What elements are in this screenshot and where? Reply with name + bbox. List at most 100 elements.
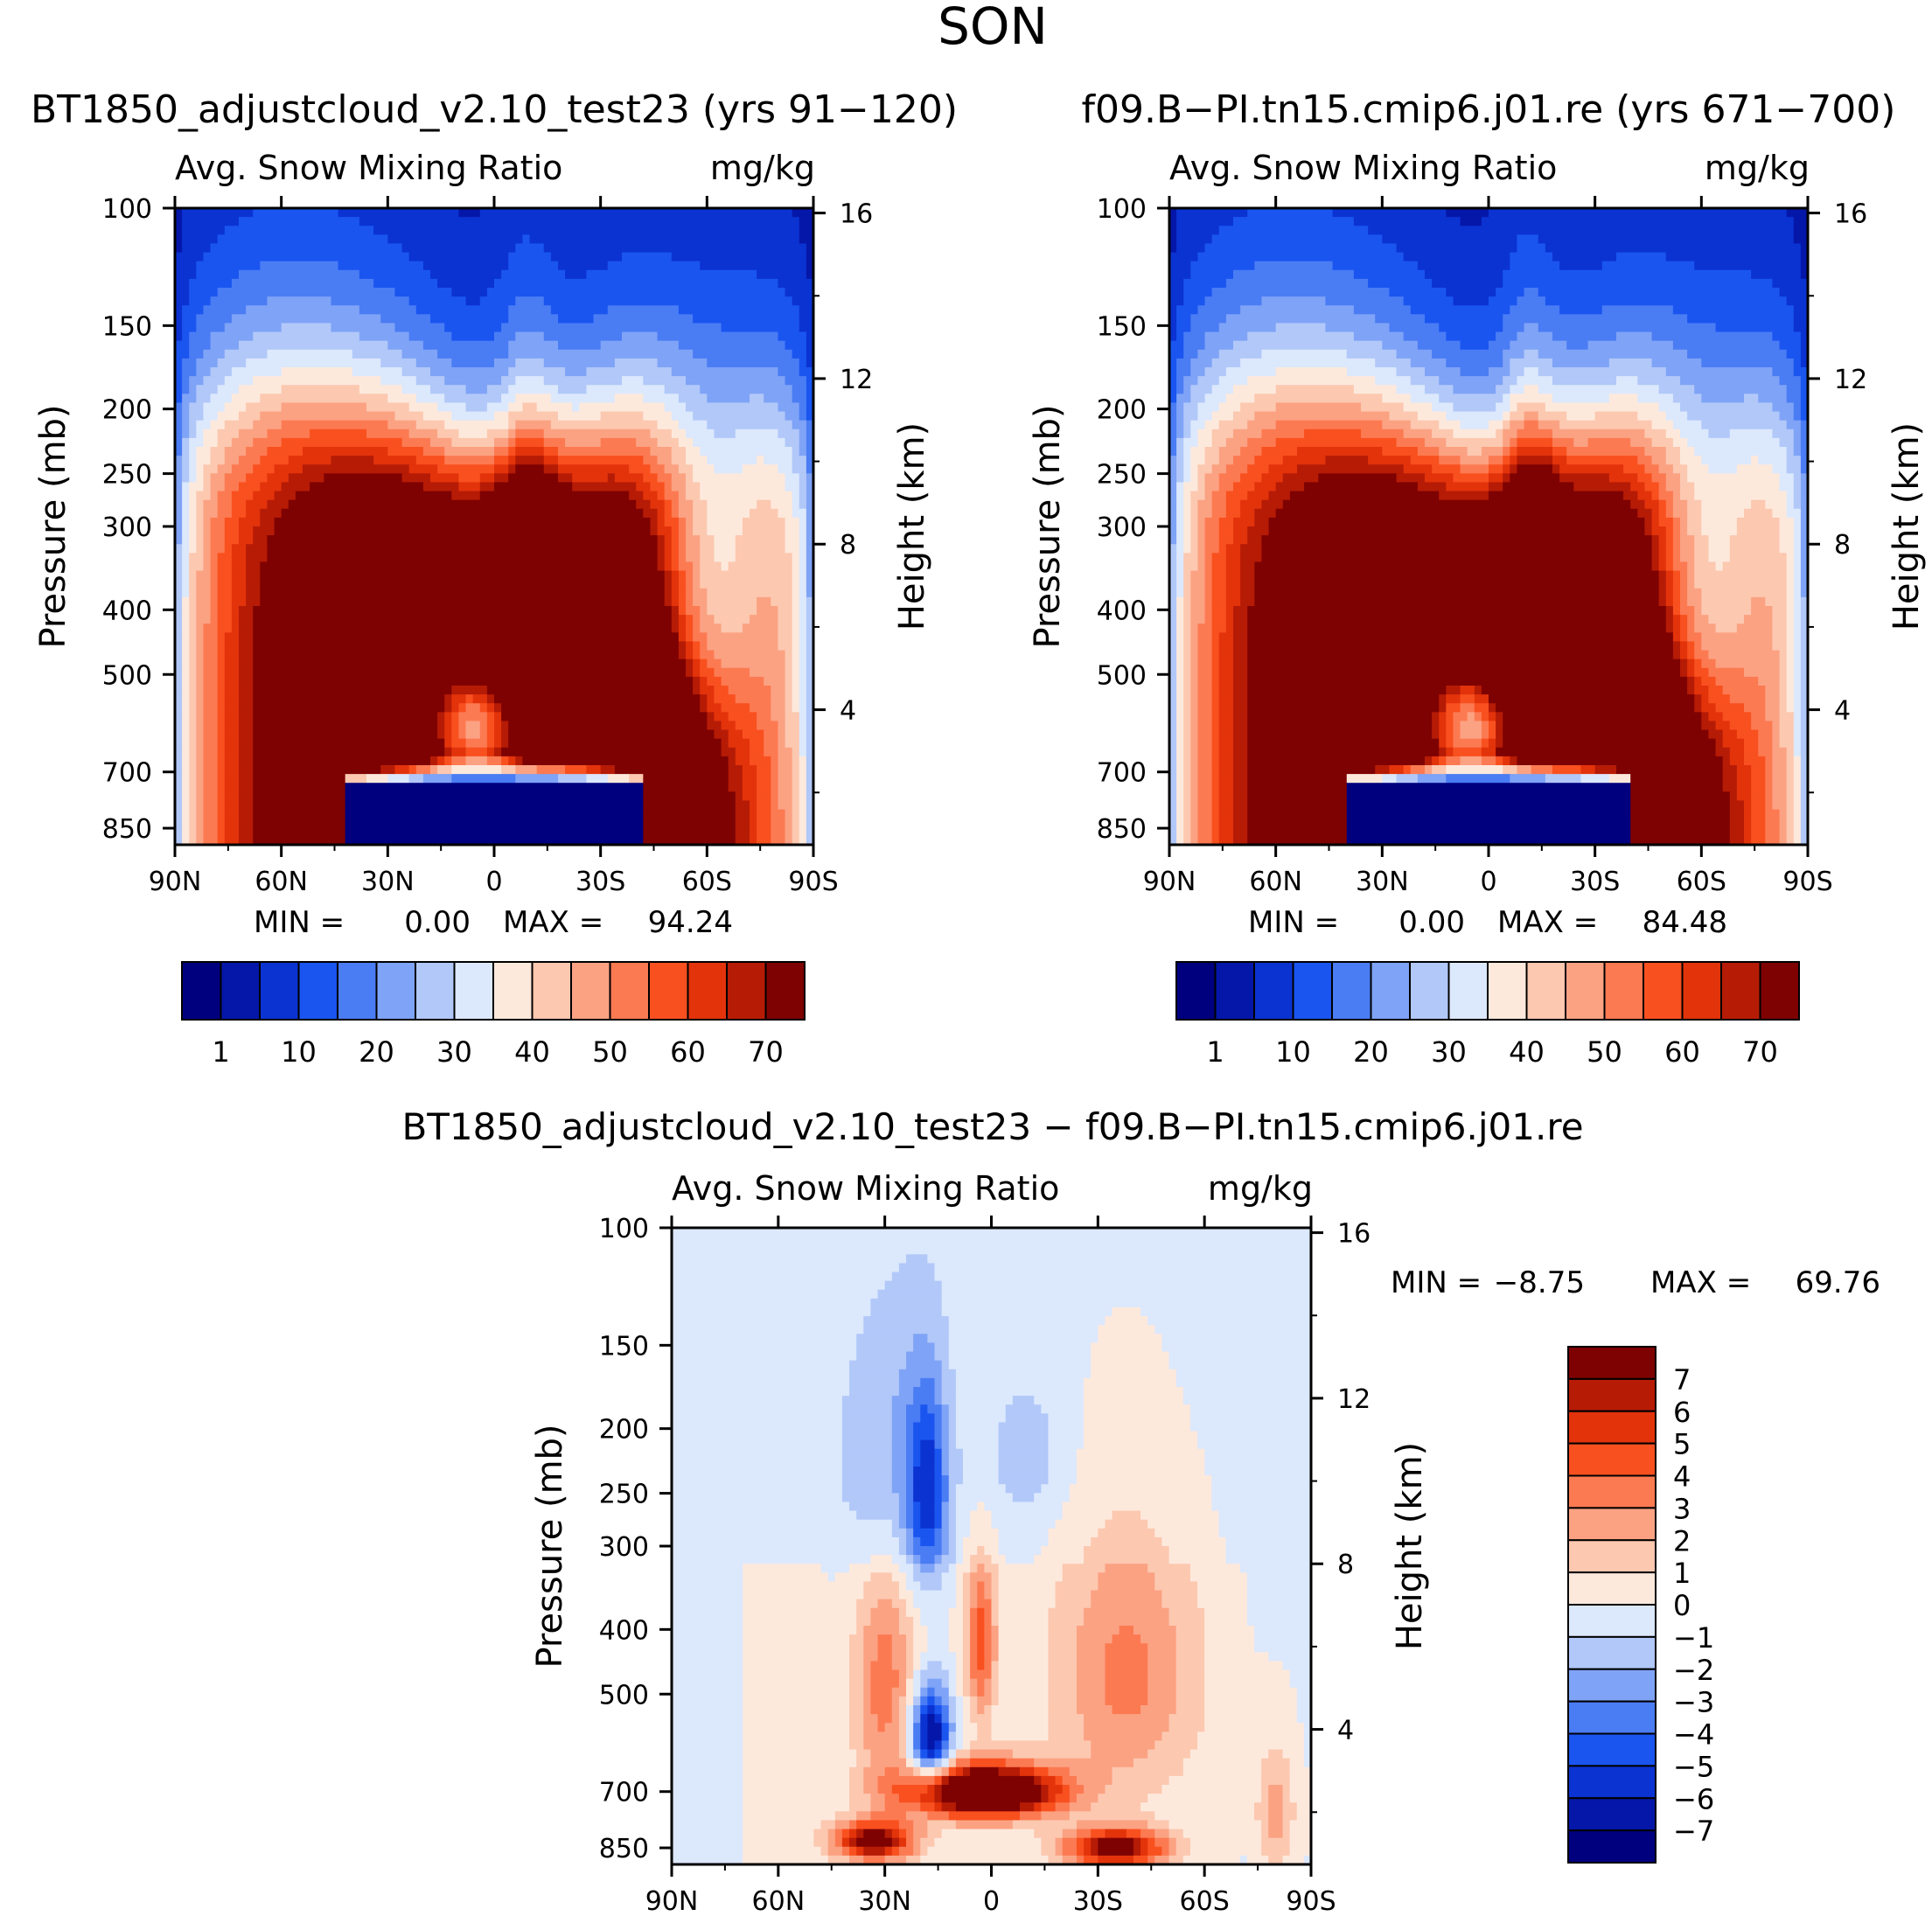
contour-cell bbox=[1247, 791, 1348, 802]
contour-cell bbox=[1439, 420, 1461, 430]
contour-cell bbox=[1517, 402, 1546, 413]
contour-cell bbox=[1169, 641, 1177, 651]
contour-cell bbox=[913, 1467, 936, 1476]
contour-cell bbox=[1665, 579, 1674, 589]
contour-cell bbox=[1751, 774, 1766, 784]
contour-cell bbox=[1048, 1723, 1085, 1732]
contour-cell bbox=[948, 1626, 964, 1635]
contour-cell bbox=[387, 774, 410, 784]
contour-cell bbox=[196, 615, 212, 624]
contour-cell bbox=[1175, 1678, 1205, 1689]
contour-cell bbox=[536, 402, 573, 413]
contour-cell bbox=[1211, 791, 1220, 802]
contour-cell bbox=[338, 261, 424, 271]
contour-cell bbox=[217, 606, 233, 616]
contour-cell bbox=[1169, 729, 1177, 740]
contour-cell bbox=[863, 1634, 879, 1644]
contour-cell bbox=[1240, 561, 1255, 572]
contour-cell bbox=[281, 385, 360, 394]
contour-cell bbox=[1211, 809, 1220, 819]
contour-cell bbox=[1204, 535, 1220, 545]
contour-cell bbox=[792, 765, 800, 775]
contour-cell bbox=[707, 499, 757, 510]
contour-cell bbox=[671, 570, 680, 581]
contour-cell bbox=[841, 1829, 850, 1839]
contour-cell bbox=[955, 1501, 978, 1512]
contour-cell bbox=[1091, 1829, 1106, 1839]
contour-cell bbox=[253, 491, 276, 501]
contour-cell bbox=[224, 517, 240, 527]
contour-cell bbox=[189, 544, 197, 554]
contour-cell bbox=[792, 420, 807, 430]
contour-cell bbox=[941, 1307, 1113, 1317]
contour-cell bbox=[430, 473, 460, 484]
contour-cell bbox=[1176, 765, 1184, 775]
contour-cell bbox=[1183, 624, 1191, 633]
contour-cell bbox=[849, 1564, 900, 1573]
contour-cell bbox=[565, 765, 588, 775]
contour-cell bbox=[543, 428, 652, 439]
contour-cell bbox=[1786, 809, 1795, 819]
contour-cell bbox=[1218, 1519, 1311, 1529]
contour-cell bbox=[182, 314, 197, 324]
contour-cell bbox=[1800, 694, 1808, 704]
contour-cell bbox=[1296, 1802, 1311, 1812]
contour-cell bbox=[1651, 508, 1660, 519]
contour-cell bbox=[1176, 217, 1234, 226]
contour-cell bbox=[1282, 1829, 1291, 1839]
contour-cell bbox=[678, 606, 687, 616]
contour-cell bbox=[841, 1439, 893, 1450]
contour-cell bbox=[799, 606, 807, 616]
contour-cell bbox=[1453, 402, 1496, 413]
contour-cell bbox=[906, 1696, 914, 1706]
contour-cell bbox=[963, 1766, 971, 1777]
contour-cell bbox=[1510, 305, 1560, 315]
contour-cell bbox=[1800, 420, 1808, 430]
contour-cell bbox=[1084, 1714, 1170, 1724]
contour-cell bbox=[1233, 385, 1277, 394]
contour-cell bbox=[1772, 765, 1788, 775]
contour-cell bbox=[941, 1404, 950, 1414]
contour-cell bbox=[984, 1564, 1000, 1573]
contour-cell bbox=[1211, 721, 1220, 731]
contour-cell bbox=[1510, 774, 1546, 784]
contour-cell bbox=[1559, 473, 1610, 484]
contour-cell bbox=[1169, 809, 1177, 819]
contour-cell bbox=[927, 1811, 950, 1822]
contour-cell bbox=[182, 402, 190, 413]
panel-1-left-string: Avg. Snow Mixing Ratio bbox=[175, 149, 562, 187]
colorbar-swatch bbox=[1603, 961, 1644, 1021]
contour-cell bbox=[643, 809, 736, 819]
contour-cell bbox=[771, 800, 779, 811]
contour-cell bbox=[1218, 703, 1234, 713]
contour-cell bbox=[671, 606, 680, 616]
contour-cell bbox=[906, 1519, 914, 1529]
contour-cell bbox=[678, 491, 687, 501]
contour-cell bbox=[735, 553, 793, 563]
contour-cell bbox=[310, 482, 424, 492]
panel-diff-left-string: Avg. Snow Mixing Ratio bbox=[672, 1169, 1059, 1208]
contour-cell bbox=[672, 1669, 743, 1680]
contour-cell bbox=[217, 774, 226, 784]
contour-cell bbox=[1644, 447, 1667, 456]
contour-cell bbox=[1538, 234, 1795, 245]
contour-cell bbox=[1786, 447, 1795, 456]
contour-cell bbox=[1012, 1396, 1035, 1405]
contour-cell bbox=[451, 686, 488, 695]
colorbar-label: 1 bbox=[1673, 1557, 1691, 1590]
contour-cell bbox=[203, 791, 219, 802]
contour-cell bbox=[1176, 606, 1184, 616]
contour-cell bbox=[260, 456, 289, 465]
contour-cell bbox=[841, 1396, 893, 1405]
contour-cell bbox=[508, 738, 722, 749]
contour-cell bbox=[792, 579, 800, 589]
contour-cell bbox=[1467, 447, 1482, 456]
contour-cell bbox=[977, 1705, 985, 1715]
contour-cell bbox=[1233, 756, 1248, 766]
contour-cell bbox=[955, 1652, 964, 1662]
contour-cell bbox=[1183, 774, 1191, 784]
contour-cell bbox=[529, 234, 800, 245]
contour-cell bbox=[1672, 491, 1681, 501]
contour-cell bbox=[1439, 738, 1447, 749]
contour-cell bbox=[231, 561, 247, 572]
